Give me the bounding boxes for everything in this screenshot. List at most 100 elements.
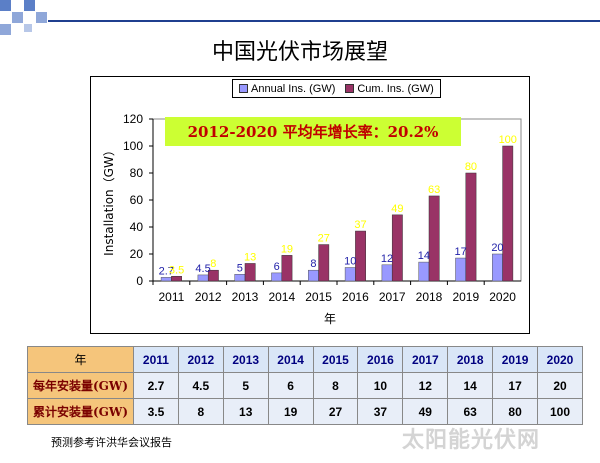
chart-area: 0 20 40 60 80 100 120 2.7 3.5 2011 4.5 8 2012 5 13 2013… [90, 76, 530, 334]
table-row-annual: 每年安装量(GW) 2.7 4.5 5 6 8 10 12 14 17 20 [27, 372, 583, 399]
data-label-cumulative: 100 [499, 134, 517, 146]
corner-decoration [0, 0, 47, 35]
bar-cumulative [391, 214, 403, 282]
bar-annual [308, 269, 319, 282]
table-cell: 14 [447, 372, 494, 399]
header-rule [48, 20, 600, 22]
table-year-cell: 2017 [402, 346, 449, 373]
table-cell: 13 [222, 398, 269, 425]
bar-cumulative [244, 263, 256, 282]
y-tick-label: 40 [130, 220, 144, 234]
table-cell: 20 [537, 372, 583, 399]
table-year-cell: 2011 [133, 346, 179, 373]
bar-annual [492, 253, 503, 282]
x-tick-label: 2020 [489, 290, 516, 304]
x-tick-label: 2014 [268, 290, 295, 304]
y-axis-title: Installation（GW） [102, 144, 116, 256]
table-cell: 4.5 [177, 372, 224, 399]
bar-annual [418, 261, 430, 282]
chart-legend: Annual Ins. (GW) Cum. Ins. (GW) [232, 79, 441, 98]
data-label-cumulative: 49 [391, 203, 403, 215]
data-label-annual: 4.5 [195, 263, 210, 275]
table-cell: 49 [402, 398, 449, 425]
data-label-annual: 10 [344, 256, 356, 268]
table-row-label: 每年安装量(GW) [27, 372, 134, 399]
x-tick-label: 2013 [232, 290, 259, 304]
bar-annual [344, 267, 356, 282]
data-label-annual: 14 [418, 250, 430, 262]
table-row-cumulative: 累计安装量(GW) 3.5 8 13 19 27 37 49 63 80 100 [27, 398, 583, 425]
table-year-cell: 2013 [222, 346, 269, 373]
table-cell: 8 [177, 398, 224, 425]
bar-annual [160, 277, 172, 282]
bar-cumulative [428, 195, 440, 282]
table-header-row: 年 2011 2012 2013 2014 2015 2016 2017 201… [27, 346, 583, 373]
bar-cumulative [318, 244, 330, 282]
data-label-annual: 5 [237, 262, 243, 274]
data-label-annual: 12 [381, 253, 393, 265]
bar-annual [455, 257, 467, 282]
data-label-annual: 2.7 [159, 265, 174, 277]
table-year-cell: 2015 [312, 346, 359, 373]
data-label-cumulative: 80 [465, 161, 477, 173]
data-label-cumulative: 27 [318, 233, 330, 245]
x-tick-label: 2011 [158, 290, 184, 304]
data-label-cumulative: 19 [281, 243, 293, 255]
legend-label-cumulative: Cum. Ins. (GW) [357, 82, 434, 95]
slide-title: 中国光伏市场展望 [211, 40, 388, 65]
y-tick-label: 20 [130, 247, 144, 261]
x-tick-label: 2017 [379, 290, 406, 304]
legend-item-cumulative: Cum. Ins. (GW) [345, 82, 434, 95]
table-cell: 6 [267, 372, 314, 399]
data-label-cumulative: 3.5 [169, 264, 184, 276]
bar-annual [271, 272, 283, 282]
table-cell: 19 [267, 398, 314, 425]
source-note: 预测参考许洪华会议报告 [51, 436, 172, 449]
y-tick-label: 80 [130, 166, 144, 180]
table-cell: 37 [357, 398, 404, 425]
table-year-cell: 2019 [492, 346, 539, 373]
data-label-cumulative: 63 [428, 184, 440, 196]
data-label-annual: 20 [491, 242, 503, 254]
x-tick-label: 2015 [305, 290, 332, 304]
table-cell: 8 [312, 372, 359, 399]
growth-rate-note: 2012-2020 平均年增长率：20.2% [165, 117, 461, 146]
table-cell: 27 [312, 398, 359, 425]
y-tick-label: 120 [123, 112, 143, 126]
table-cell: 17 [492, 372, 539, 399]
table-cell: 12 [402, 372, 449, 399]
y-tick-label: 0 [136, 274, 143, 288]
bar-cumulative [171, 276, 182, 282]
table-cell: 63 [447, 398, 494, 425]
table-cell: 3.5 [133, 398, 179, 425]
data-table: 年 2011 2012 2013 2014 2015 2016 2017 201… [27, 346, 583, 425]
data-label-annual: 8 [310, 258, 316, 270]
table-cell: 80 [492, 398, 539, 425]
y-tick-label: 60 [130, 193, 144, 207]
table-row-label: 累计安装量(GW) [27, 398, 134, 425]
watermark: 太阳能光伏网 [402, 428, 541, 453]
data-label-cumulative: 13 [244, 251, 256, 263]
table-year-cell: 2016 [357, 346, 404, 373]
x-tick-label: 2012 [195, 290, 222, 304]
data-label-annual: 6 [274, 261, 280, 273]
table-year-cell: 2012 [177, 346, 224, 373]
table-cell: 2.7 [133, 372, 179, 399]
legend-swatch-annual [239, 84, 248, 93]
data-label-cumulative: 37 [354, 219, 366, 231]
bar-cumulative [502, 145, 514, 282]
table-header-label: 年 [27, 346, 134, 373]
bar-annual [381, 264, 393, 282]
x-tick-label: 2016 [342, 290, 369, 304]
table-cell: 100 [537, 398, 583, 425]
y-tick-label: 100 [123, 139, 143, 153]
data-label-cumulative: 8 [210, 258, 216, 270]
table-cell: 5 [222, 372, 269, 399]
table-year-cell: 2014 [267, 346, 314, 373]
legend-item-annual: Annual Ins. (GW) [239, 83, 335, 95]
bar-cumulative [281, 255, 293, 282]
data-label-annual: 17 [455, 246, 467, 258]
x-axis-title: 年 [324, 312, 336, 326]
bar-annual [234, 274, 246, 282]
